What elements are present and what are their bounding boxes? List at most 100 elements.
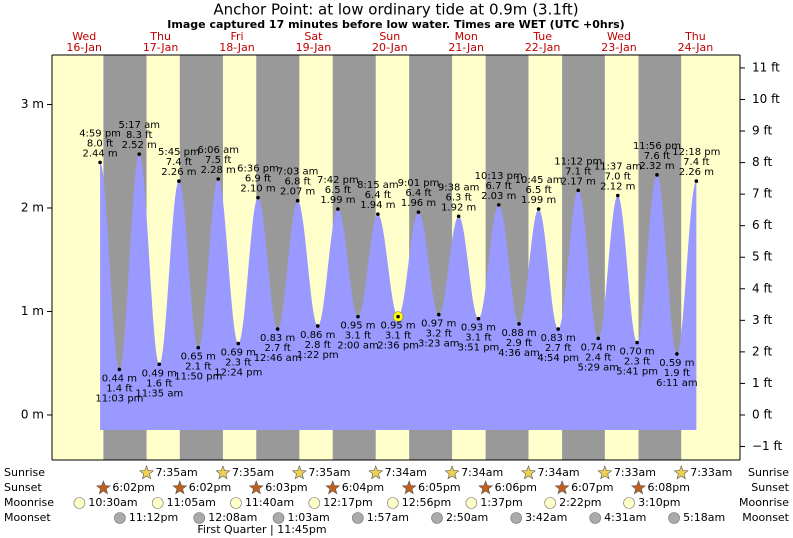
tide-point [117, 367, 122, 372]
row-label: Sunset [751, 481, 789, 494]
tide-label: 1.92 m [441, 202, 476, 213]
tide-label: 5:45 pm [158, 147, 200, 158]
tide-label: 11:50 pm [174, 372, 222, 383]
tide-point [615, 193, 620, 198]
sunset-icon [401, 480, 417, 495]
moonrise-time: 12:56pm [402, 496, 451, 509]
tide-label: 7.0 ft [605, 172, 631, 183]
tide-label: 6.9 ft [245, 174, 271, 185]
sunset-icon [95, 480, 111, 495]
row-label: Sunrise [4, 466, 45, 479]
day-date: 24-Jan [678, 41, 714, 54]
y-tick-label: 1 m [21, 304, 44, 318]
moonrise-time: 2:22pm [559, 496, 601, 509]
tide-label: 11:56 pm [633, 141, 681, 152]
y2-tick-label: −1 ft [752, 439, 783, 453]
tide-label: 2.17 m [561, 176, 596, 187]
tide-label: 11:37 am [594, 162, 642, 173]
moonrise-icon [308, 497, 321, 509]
tide-label: 0.65 m [181, 352, 216, 363]
tide-label: 11:35 am [135, 388, 183, 399]
tide-label: 0.69 m [221, 348, 256, 359]
y2-tick-label: 6 ft [752, 218, 772, 232]
moonset-time: 11:12pm [129, 511, 178, 524]
tide-point [177, 179, 181, 183]
moonrise-time: 3:10pm [638, 496, 680, 509]
tide-label: 0.83 m [541, 333, 576, 344]
day-name: Mon [455, 30, 478, 43]
tide-label: 0.44 m [102, 373, 137, 384]
y2-tick-label: 8 ft [752, 155, 772, 169]
day-date: 22-Jan [525, 41, 561, 54]
tide-label: 3.1 ft [465, 333, 491, 344]
tide-label: 1.6 ft [146, 378, 172, 389]
tide-label: 10:45 am [515, 175, 563, 186]
tide-point [536, 207, 541, 211]
sunrise-icon [139, 465, 154, 480]
tide-point [596, 336, 601, 341]
tide-label: 4:59 pm [79, 128, 121, 139]
row-label: Sunset [4, 481, 42, 494]
tide-label: 6.5 ft [325, 185, 351, 196]
y2-tick-label: 0 ft [752, 407, 772, 421]
sunrise-time: 7:34am [537, 466, 579, 479]
day-date: 20-Jan [372, 41, 408, 54]
sunrise-time: 7:35am [156, 466, 198, 479]
moonrise-time: 1:37pm [480, 496, 522, 509]
tide-label: 11:12 pm [554, 156, 602, 167]
chart-title: Anchor Point: at low ordinary tide at 0.… [213, 1, 578, 19]
moonrise-icon [73, 497, 86, 509]
tide-label: 9:38 am [438, 182, 480, 193]
y-tick-label: 2 m [21, 200, 44, 214]
moonset-icon [193, 512, 206, 524]
tide-label: 0.70 m [619, 347, 654, 358]
day-date: 17-Jan [143, 41, 179, 54]
tide-label: 6.4 ft [365, 190, 391, 201]
tide-label: 11:03 pm [95, 393, 143, 404]
row-label: Moonrise [4, 496, 54, 509]
tide-label: 8.0 ft [87, 138, 113, 149]
tide-label: 3:51 pm [458, 343, 500, 354]
moonset-icon [114, 512, 126, 524]
tide-label: 2.3 ft [624, 357, 650, 368]
tide-label: 12:18 pm [672, 147, 720, 158]
sunset-icon [631, 480, 646, 495]
tide-point [236, 341, 241, 346]
row-label: Moonset [4, 511, 51, 524]
moonset-icon [352, 512, 364, 524]
tide-label: 2.10 m [240, 184, 275, 195]
tide-label: 0.59 m [659, 358, 694, 369]
tide-label: 1.99 m [320, 195, 355, 206]
moonset-icon [431, 512, 443, 524]
tide-point [416, 210, 421, 214]
moonset-time: 4:31am [604, 511, 646, 524]
tide-label: 8.3 ft [126, 130, 152, 141]
sunrise-icon [444, 465, 460, 480]
tide-label: 2.26 m [679, 167, 714, 178]
tide-label: 2.03 m [481, 191, 516, 202]
y2-tick-label: 9 ft [752, 124, 772, 138]
sunrise-icon [521, 465, 536, 480]
tide-point [496, 203, 501, 207]
day-name: Wed [607, 30, 631, 43]
sunrise-icon [597, 465, 613, 480]
sunrise-time: 7:35am [232, 466, 274, 479]
moon-phase: First Quarter | 11:45pm [197, 523, 326, 536]
moonset-time: 1:57am [367, 511, 409, 524]
tide-label: 2.9 ft [506, 338, 532, 349]
y2-tick-label: 3 ft [752, 313, 772, 327]
row-label: Moonset [742, 511, 789, 524]
sunrise-time: 7:34am [461, 466, 503, 479]
day-date: 23-Jan [601, 41, 637, 54]
day-name: Sun [379, 30, 400, 43]
tide-label: 7.6 ft [644, 151, 670, 162]
tide-label: 0.97 m [421, 319, 456, 330]
tide-label: 2.28 m [201, 165, 236, 176]
tide-point [256, 195, 260, 200]
chart-subtitle: Image captured 17 minutes before low wat… [167, 18, 624, 31]
sunset-icon [248, 480, 264, 495]
day-date: 19-Jan [296, 41, 332, 54]
moonrise-time: 12:17pm [323, 496, 372, 509]
moonset-icon [668, 512, 680, 524]
tide-label: 3.1 ft [345, 331, 371, 342]
